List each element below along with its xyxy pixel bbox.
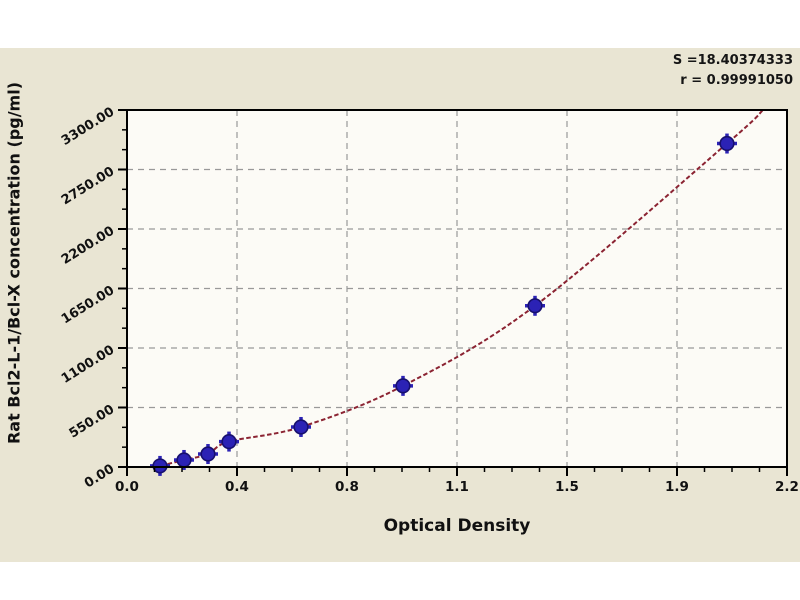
y-axis-title: Rat Bcl2-L-1/Bcl-X concentration (pg/ml)	[4, 81, 24, 445]
svg-text:1100.00: 1100.00	[59, 343, 117, 387]
svg-text:0.00: 0.00	[82, 462, 117, 492]
svg-text:1.1: 1.1	[445, 479, 469, 495]
svg-text:550.00: 550.00	[67, 402, 117, 441]
fit-s-value: S =18.40374333	[672, 53, 793, 68]
svg-text:2200.00: 2200.00	[59, 224, 117, 268]
standard-curve-plot: 0.0 0.4 0.8 1.1 1.5 1.9 2.2 0.00 550.00 1100.00 16…	[59, 105, 799, 495]
svg-text:2.2: 2.2	[775, 479, 799, 495]
svg-text:0.0: 0.0	[115, 479, 139, 495]
svg-text:1.9: 1.9	[665, 479, 689, 495]
x-axis-title: Optical Density	[383, 516, 531, 536]
svg-text:1650.00: 1650.00	[59, 283, 117, 327]
svg-text:0.8: 0.8	[335, 479, 359, 495]
svg-text:1.5: 1.5	[555, 479, 579, 495]
svg-text:2750.00: 2750.00	[59, 164, 117, 208]
fit-stats: S =18.40374333 r = 0.99991050	[673, 51, 793, 91]
svg-text:3300.00: 3300.00	[59, 105, 117, 149]
fit-r-value: r = 0.99991050	[680, 73, 793, 88]
chart-canvas: 0.0 0.4 0.8 1.1 1.5 1.9 2.2 0.00 550.00 1100.00 16…	[0, 48, 800, 562]
svg-text:0.4: 0.4	[225, 479, 249, 495]
